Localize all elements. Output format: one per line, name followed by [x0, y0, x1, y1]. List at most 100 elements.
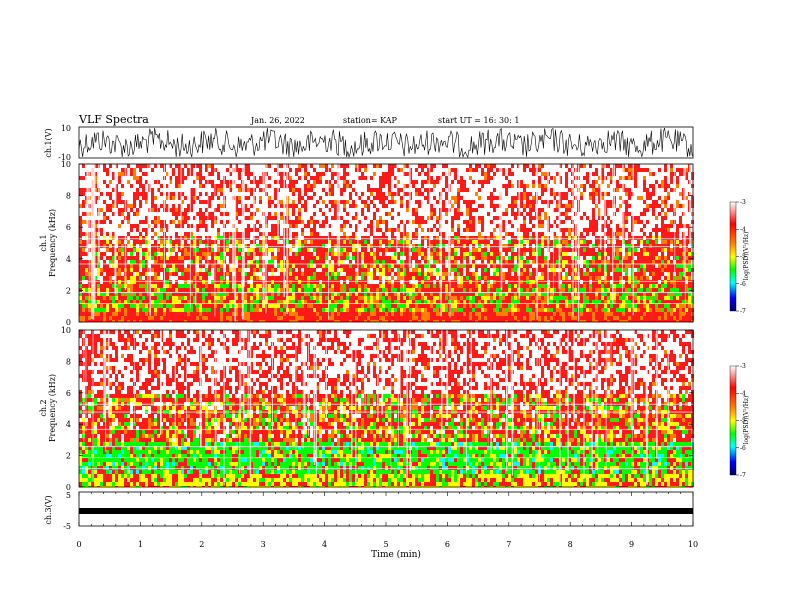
spectrogram-cell	[502, 220, 505, 224]
spectrogram-cell	[475, 248, 478, 252]
spectrogram-cell	[532, 188, 535, 192]
spectrogram-cell	[553, 212, 556, 216]
spectrogram-cell	[634, 224, 637, 228]
spectrogram-cell	[508, 256, 511, 260]
spectrogram-cell	[211, 208, 214, 212]
spectrogram-cell	[625, 208, 628, 212]
spectrogram-cell	[274, 200, 277, 204]
spectrogram-cell	[184, 180, 187, 184]
spectrogram-cell	[532, 176, 535, 180]
spectrogram-cell	[205, 232, 208, 236]
spectrogram-cell	[208, 180, 211, 184]
spectrogram-cell	[235, 188, 238, 192]
spectrogram-cell	[484, 184, 487, 188]
spectrogram-cell	[364, 208, 367, 212]
spectrogram-cell	[193, 204, 196, 208]
spectrogram-cell	[307, 248, 310, 252]
spectrogram-cell	[400, 256, 403, 260]
spectrogram-cell	[481, 220, 484, 224]
spectrogram-cell	[658, 220, 661, 224]
spectrogram-cell	[370, 196, 373, 200]
spectrogram-cell	[181, 212, 184, 216]
spectrogram-cell	[133, 188, 136, 192]
spectrogram-cell	[625, 224, 628, 228]
spectrogram-cell	[145, 172, 148, 176]
spectrogram-cell	[451, 196, 454, 200]
spectrogram-cell	[322, 248, 325, 252]
spectrogram-cell	[367, 192, 370, 196]
spectrogram-cell	[523, 228, 526, 232]
spectrogram-cell	[400, 188, 403, 192]
spectrogram-cell	[133, 252, 136, 256]
spectrogram-cell	[340, 172, 343, 176]
spectrogram-cell	[172, 252, 175, 256]
spectrogram-cell	[391, 252, 394, 256]
spectrogram-cell	[130, 240, 133, 244]
spectrogram-cell	[301, 216, 304, 220]
spectrogram-cell	[271, 172, 274, 176]
spectrogram-cell	[508, 180, 511, 184]
spectrogram-cell	[526, 256, 529, 260]
spectrogram-cell	[154, 224, 157, 228]
spectrogram-cell	[142, 212, 145, 216]
spectrogram-cell	[469, 252, 472, 256]
spectrogram-cell	[343, 252, 346, 256]
spectrogram-cell	[643, 224, 646, 228]
spectrogram-cell	[430, 196, 433, 200]
spectrogram-cell	[112, 260, 115, 264]
spectrogram-cell	[382, 236, 385, 240]
spectrogram-cell	[556, 172, 559, 176]
spectrogram-cell	[100, 256, 103, 260]
spectrogram-cell	[229, 232, 232, 236]
spectrogram-cell	[169, 236, 172, 240]
spectrogram-cell	[430, 236, 433, 240]
spectrogram-cell	[403, 180, 406, 184]
spectrogram-cell	[280, 252, 283, 256]
spectrogram-cell	[610, 200, 613, 204]
spectrogram-cell	[271, 168, 274, 172]
spectrogram-cell	[352, 188, 355, 192]
spectrogram-cell	[220, 260, 223, 264]
spectrogram-cell	[199, 260, 202, 264]
spectrogram-cell	[154, 260, 157, 264]
spectrogram-cell	[130, 192, 133, 196]
spectrogram-cell	[457, 228, 460, 232]
spectrogram-cell	[181, 224, 184, 228]
spectrogram-cell	[655, 200, 658, 204]
spectrogram-cell	[568, 212, 571, 216]
spectrogram-cell	[520, 164, 523, 168]
spectrogram-cell	[427, 256, 430, 260]
spectrogram-cell	[565, 172, 568, 176]
spectrogram-cell	[385, 220, 388, 224]
spectrogram-cell	[364, 216, 367, 220]
spectrogram-cell	[511, 220, 514, 224]
spectrogram-cell	[82, 256, 85, 260]
spectrogram-cell	[373, 252, 376, 256]
spectrogram-cell	[226, 224, 229, 228]
spectrogram-cell	[457, 172, 460, 176]
spectrogram-cell	[85, 252, 88, 256]
spectrogram-cell	[391, 212, 394, 216]
spectrogram-cell	[397, 216, 400, 220]
spectrogram-cell	[652, 168, 655, 172]
spectrogram-cell	[457, 248, 460, 252]
spectrogram-cell	[634, 212, 637, 216]
spectrogram-cell	[175, 180, 178, 184]
spectrogram-cell	[541, 164, 544, 168]
spectrogram-cell	[295, 232, 298, 236]
spectrogram-cell	[631, 196, 634, 200]
spectrogram-cell	[652, 224, 655, 228]
spectrogram-cell	[328, 212, 331, 216]
spectrogram-cell	[136, 244, 139, 248]
ch1-spectrogram-image	[79, 164, 694, 322]
spectrogram-cell	[199, 224, 202, 228]
spectrogram-cell	[226, 180, 229, 184]
spectrogram-cell	[526, 164, 529, 168]
spectrogram-cell	[364, 180, 367, 184]
spectrogram-cell	[529, 216, 532, 220]
spectrogram-cell	[322, 244, 325, 248]
spectrogram-cell	[193, 248, 196, 252]
spectrogram-cell	[178, 236, 181, 240]
spectrogram-cell	[586, 224, 589, 228]
spectrogram-cell	[478, 244, 481, 248]
